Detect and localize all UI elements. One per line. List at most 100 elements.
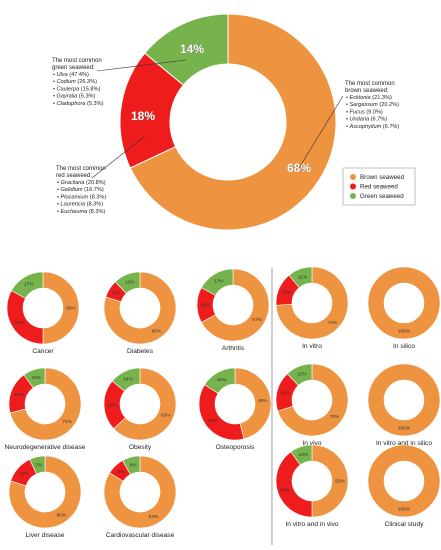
donut-slice-brown (9, 367, 82, 441)
donut-pct-label-green: 14% (123, 376, 133, 382)
donut-pct-label-brown: 84% (149, 514, 159, 520)
annotation-green-title: green seaweed: (52, 65, 95, 71)
legend-label-red: Red seaweed (360, 184, 398, 191)
donut-pct-label-green: 10% (299, 452, 309, 458)
donut-pct-label-brown: 100% (398, 426, 411, 432)
main-legend: Brown seaweed Red seaweed Green seaweed (342, 167, 416, 206)
annotation-brown-item: • Sargassum (20.2%) (346, 102, 399, 108)
donut-slice-brown (367, 444, 441, 518)
donut-slice-green (204, 367, 236, 394)
main-slice-green (144, 13, 229, 86)
donut-title: Osteoporosis (216, 444, 256, 451)
main-pct-label-red: 18% (131, 109, 155, 123)
donut-in-vitro-and-in-vivo: 50% 40% 10% In vitro and in vivo (275, 444, 349, 528)
donut-in-vitro: 74% 15% 11% In vitro (275, 266, 349, 350)
donut-slice-brown (201, 268, 270, 342)
annotation-green-leader (96, 59, 187, 72)
annotation-brown-item: • Undaria (6.7%) (346, 117, 387, 123)
donut-diabetes: 80% 8% 12% Diabetes (103, 271, 177, 355)
donut-pct-label-brown: 80% (57, 512, 67, 518)
annotation-brown-item: • Fucus (9.0%) (346, 109, 383, 115)
donut-neurodegenerative-disease: 71% 19% 10% Neurodegenerative disease (5, 367, 86, 451)
donut-slice-brown (277, 363, 349, 437)
donut-slice-green (286, 363, 313, 386)
donut-slice-green (11, 271, 44, 299)
donut-slice-green (122, 455, 141, 475)
donut-pct-label-green: 11% (298, 274, 308, 280)
donut-title: Diabetes (127, 348, 154, 355)
donut-slice-brown (8, 455, 82, 529)
donut-slice-brown (311, 444, 349, 518)
donut-pct-label-red: 19% (14, 392, 24, 398)
donut-pct-label-brown: 63% (161, 413, 171, 419)
donut-slice-brown (113, 367, 177, 441)
donut-slice-brown (103, 455, 177, 529)
annotation-brown-title: The most common (345, 81, 395, 87)
donut-pct-label-red: 40% (281, 487, 291, 493)
annotation-brown-title: brown seaweed: (345, 88, 389, 94)
donut-pct-label-red: 13% (19, 471, 29, 477)
annotation-red-title: red seaweed: (56, 173, 92, 179)
donut-slice-brown (275, 266, 349, 340)
annotation-red-title: The most common (56, 166, 106, 172)
donut-in-vivo: 70% 18% 12% In vivo (275, 363, 349, 447)
donut-title: Cancer (32, 348, 54, 355)
donut-pct-label-green: 10% (32, 375, 42, 381)
donut-osteoporosis: 46% 38% 16% Osteoporosis (198, 367, 272, 451)
annotation-green-item: • Cladophora (5.3%) (53, 101, 104, 107)
donut-pct-label-red: 33% (14, 320, 24, 326)
donut-liver-disease: 80% 13% 7% Liver disease (8, 455, 82, 539)
legend-swatch-red (350, 183, 356, 190)
annotation-brown-item: • Ascophyllum (6.7%) (346, 124, 399, 130)
donut-pct-label-green: 16% (217, 377, 227, 383)
donut-title: In vivo (302, 440, 321, 447)
annotation-brown-leader (298, 95, 344, 169)
main-donut: 68%18%14% (119, 13, 337, 231)
donut-pct-label-red: 16% (200, 303, 210, 309)
donut-pct-label-green: 8% (130, 462, 138, 468)
donut-in-vitro-and-in-silico: 100% In vitro and in silico (367, 363, 441, 447)
annotation-green-item: • Caulerpa (15.8%) (53, 86, 100, 92)
donut-pct-label-brown: 100% (398, 329, 411, 335)
donut-pct-label-brown: 67% (252, 317, 262, 323)
donut-title: In vitro (302, 343, 322, 350)
donut-pct-label-red: 8% (117, 469, 125, 475)
donut-pct-label-green: 12% (125, 280, 135, 286)
legend-swatch-brown (350, 174, 356, 180)
donut-arthritis: 67% 16% 17% Arthritis (196, 268, 270, 352)
donut-slice-green (111, 367, 141, 392)
donut-title: In vitro and in vivo (285, 521, 338, 528)
main-pct-label-green: 14% (180, 42, 204, 56)
legend-label-brown: Brown seaweed (360, 174, 405, 181)
donut-pct-label-red: 18% (280, 391, 290, 397)
donut-pct-label-brown: 46% (258, 398, 268, 404)
donut-pct-label-red: 38% (208, 418, 218, 424)
annotation-green-item: • Ulva (47.4%) (53, 72, 89, 78)
donut-pct-label-brown: 50% (66, 306, 76, 312)
donut-cancer: 50% 33% 17% Cancer (6, 271, 80, 355)
donut-pct-label-red: 8% (113, 291, 121, 297)
donut-slice-green (29, 455, 46, 475)
donut-slice-brown (367, 266, 441, 340)
main-slice-brown (129, 13, 337, 231)
donut-pct-label-green: 17% (214, 278, 224, 284)
annotation-green-item: • Codium (26.3%) (53, 79, 97, 85)
donut-title: Neurodegenerative disease (5, 444, 86, 451)
donut-pct-label-brown: 74% (328, 320, 338, 326)
donut-pct-label-green: 12% (297, 372, 307, 378)
legend-swatch-green (350, 193, 356, 199)
annotation-red-item: • Eucheuma (8.3%) (57, 209, 105, 215)
donut-title: In silico (393, 343, 415, 350)
donut-slice-brown (42, 271, 80, 345)
annotation-green-title: The most common (52, 58, 102, 64)
donut-slice-brown (234, 367, 272, 440)
donut-slice-green (114, 271, 141, 294)
donut-slice-green (201, 268, 234, 296)
donut-in-silico: 100% In silico (367, 266, 441, 350)
donut-slice-green (23, 367, 46, 389)
